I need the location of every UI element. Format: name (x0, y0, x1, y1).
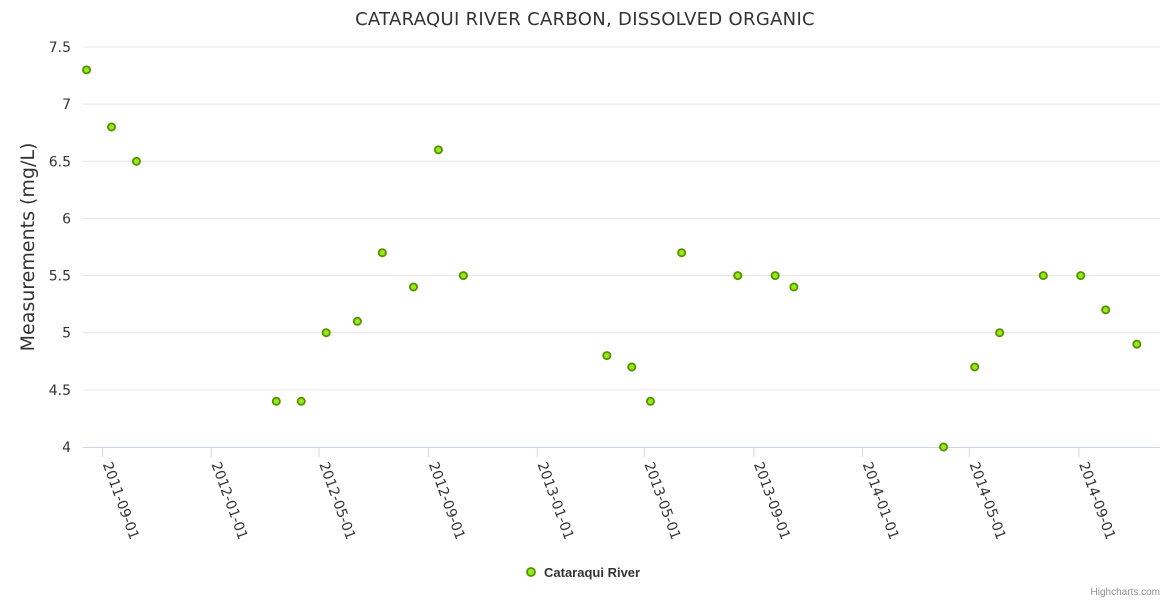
data-point[interactable] (131, 156, 141, 166)
data-point[interactable] (733, 271, 743, 281)
data-point[interactable] (789, 282, 799, 292)
legend-label: Cataraqui River (544, 565, 640, 580)
series-cataraqui-river-points (82, 65, 1142, 452)
x-tick-label: 2013-01-01 (534, 460, 577, 542)
x-tick-label: 2013-05-01 (640, 460, 683, 542)
data-point[interactable] (1038, 271, 1048, 281)
data-point[interactable] (433, 145, 443, 155)
data-point[interactable] (645, 396, 655, 406)
x-tick-label: 2014-01-01 (859, 460, 902, 542)
data-point[interactable] (939, 442, 949, 452)
data-point[interactable] (377, 248, 387, 258)
data-point[interactable] (770, 271, 780, 281)
data-point[interactable] (408, 282, 418, 292)
x-tick-label: 2012-09-01 (425, 460, 468, 542)
credits-link[interactable]: Highcharts.com (1091, 587, 1160, 598)
legend-item-cataraqui-river[interactable]: Cataraqui River (526, 565, 640, 580)
y-tick-label: 5.5 (49, 269, 71, 285)
data-point[interactable] (352, 316, 362, 326)
data-point[interactable] (627, 362, 637, 372)
data-point[interactable] (970, 362, 980, 372)
y-axis-ticks: 4 4.5 5 5.5 6 6.5 7 7.5 (49, 40, 71, 456)
data-point[interactable] (995, 328, 1005, 338)
data-point[interactable] (107, 122, 117, 132)
data-point[interactable] (271, 396, 281, 406)
y-tick-label: 7.5 (49, 40, 71, 56)
x-tick-label: 2012-01-01 (208, 460, 251, 542)
x-tick-label: 2013-09-01 (750, 460, 793, 542)
x-tick-label: 2014-05-01 (966, 460, 1009, 542)
data-point[interactable] (458, 271, 468, 281)
data-point[interactable] (82, 65, 92, 75)
y-grid-lines (83, 46, 1160, 391)
data-point[interactable] (1101, 305, 1111, 315)
y-tick-label: 4.5 (49, 383, 71, 399)
data-point[interactable] (321, 328, 331, 338)
x-tick-label: 2014-09-01 (1075, 460, 1118, 542)
data-point[interactable] (296, 396, 306, 406)
y-tick-label: 4 (62, 440, 71, 456)
x-tick-label: 2011-09-01 (99, 460, 142, 542)
data-point[interactable] (677, 248, 687, 258)
y-tick-label: 5 (62, 326, 71, 342)
chart-title: CATARAQUI RIVER CARBON, DISSOLVED ORGANI… (355, 9, 815, 30)
data-point[interactable] (1076, 271, 1086, 281)
data-point[interactable] (1132, 339, 1142, 349)
y-tick-label: 6.5 (49, 154, 71, 170)
x-tick-label: 2012-05-01 (315, 460, 358, 542)
legend-marker-icon (526, 567, 536, 577)
x-axis-ticks: 2011-09-01 2012-01-01 2012-05-01 2012-09-01… (99, 447, 1118, 542)
y-tick-label: 6 (62, 211, 71, 227)
y-tick-label: 7 (62, 97, 71, 113)
y-axis-title: Measurements (mg/L) (17, 143, 39, 352)
data-point[interactable] (602, 351, 612, 361)
